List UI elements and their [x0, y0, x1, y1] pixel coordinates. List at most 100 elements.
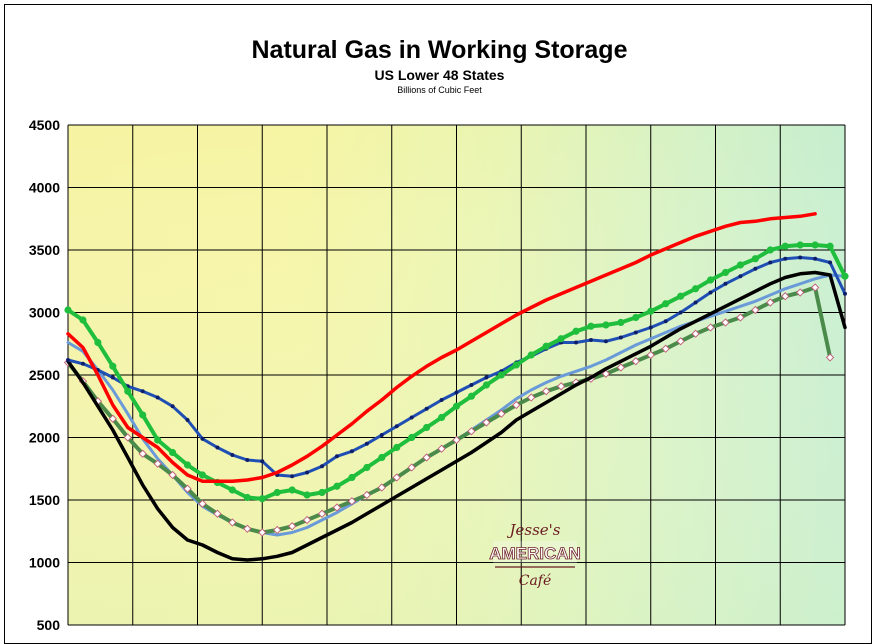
data-point	[213, 509, 222, 518]
data-point	[318, 488, 326, 497]
data-point	[168, 448, 177, 457]
data-point	[140, 389, 145, 394]
data-point	[542, 342, 550, 350]
data-point	[245, 458, 250, 462]
data-point	[349, 449, 354, 454]
data-point	[424, 406, 429, 411]
data-point	[80, 361, 85, 366]
chart-svg: 500 1000 1500 2000 2500 3000 3500 4000 4500 Jess…	[29, 117, 849, 630]
data-point	[631, 357, 640, 366]
data-point	[228, 518, 237, 527]
data-point	[124, 387, 132, 395]
y-axis: 500 1000 1500 2000 2500 3000 3500 4000 4500	[29, 117, 60, 630]
data-point	[198, 499, 207, 508]
data-point	[215, 445, 220, 450]
data-point	[320, 464, 325, 469]
y-tick-label: 4500	[29, 117, 60, 133]
data-point	[260, 459, 265, 464]
data-point	[781, 292, 790, 301]
data-point	[768, 260, 773, 265]
data-point	[810, 283, 820, 292]
data-point	[646, 350, 655, 360]
data-point	[303, 491, 311, 499]
data-point	[766, 298, 775, 307]
data-point	[243, 493, 251, 502]
data-point	[796, 288, 805, 297]
data-point	[469, 383, 474, 387]
data-point	[437, 444, 446, 453]
data-point	[557, 335, 565, 343]
data-point	[482, 381, 490, 389]
data-point	[362, 490, 371, 500]
data-point	[439, 398, 444, 402]
data-point	[693, 300, 698, 305]
data-point	[332, 503, 342, 512]
data-point	[333, 482, 341, 490]
data-point	[618, 335, 623, 340]
data-point	[721, 318, 730, 327]
data-point	[587, 322, 595, 330]
data-point	[467, 427, 476, 436]
data-point	[708, 290, 713, 295]
data-point	[155, 395, 160, 400]
data-point	[154, 436, 162, 444]
y-tick-label: 1000	[29, 555, 60, 571]
data-point	[723, 281, 728, 286]
data-point	[647, 307, 655, 315]
data-point	[290, 474, 295, 479]
data-point	[766, 246, 774, 254]
data-point	[363, 463, 371, 472]
data-point	[377, 483, 386, 492]
series-line	[66, 270, 847, 562]
data-point	[661, 344, 670, 353]
data-point	[811, 241, 819, 249]
data-point	[556, 382, 566, 391]
data-point	[753, 266, 758, 271]
data-point	[422, 453, 431, 462]
logo-line1: Jesse's	[507, 521, 561, 539]
data-point	[454, 390, 459, 395]
data-point	[572, 327, 580, 335]
data-point	[317, 509, 327, 518]
data-point	[691, 285, 700, 293]
data-point	[843, 291, 847, 296]
series-olive-diamonds	[63, 283, 835, 537]
data-point	[347, 497, 357, 506]
data-point	[94, 338, 102, 347]
data-point	[287, 522, 297, 531]
data-point	[512, 400, 521, 410]
data-point	[706, 276, 715, 284]
series-green-dots	[64, 241, 849, 503]
data-point	[348, 473, 356, 482]
data-point	[648, 325, 653, 330]
data-point	[616, 363, 626, 372]
data-point	[138, 449, 147, 458]
data-point	[66, 358, 70, 362]
data-point	[168, 470, 177, 480]
data-point	[437, 413, 446, 422]
data-point	[813, 256, 818, 261]
data-point	[841, 272, 849, 280]
data-point	[574, 340, 579, 345]
data-point	[153, 459, 162, 468]
data-point	[200, 436, 205, 441]
data-point	[798, 255, 803, 260]
data-point	[601, 369, 611, 378]
y-tick-label: 1500	[29, 492, 60, 508]
data-point	[302, 515, 312, 525]
data-point	[452, 435, 461, 445]
data-point	[170, 404, 175, 409]
data-point	[183, 461, 192, 469]
data-point	[602, 321, 610, 329]
data-point	[826, 242, 834, 250]
data-point	[379, 433, 384, 437]
data-point	[603, 339, 608, 344]
data-point	[228, 486, 236, 494]
series-group	[63, 212, 849, 562]
unit-label: Billions of Cubic Feet	[397, 85, 482, 95]
data-point	[183, 484, 192, 493]
data-point	[409, 415, 414, 420]
data-point	[185, 418, 190, 422]
series-line	[66, 212, 817, 484]
data-point	[751, 305, 760, 315]
